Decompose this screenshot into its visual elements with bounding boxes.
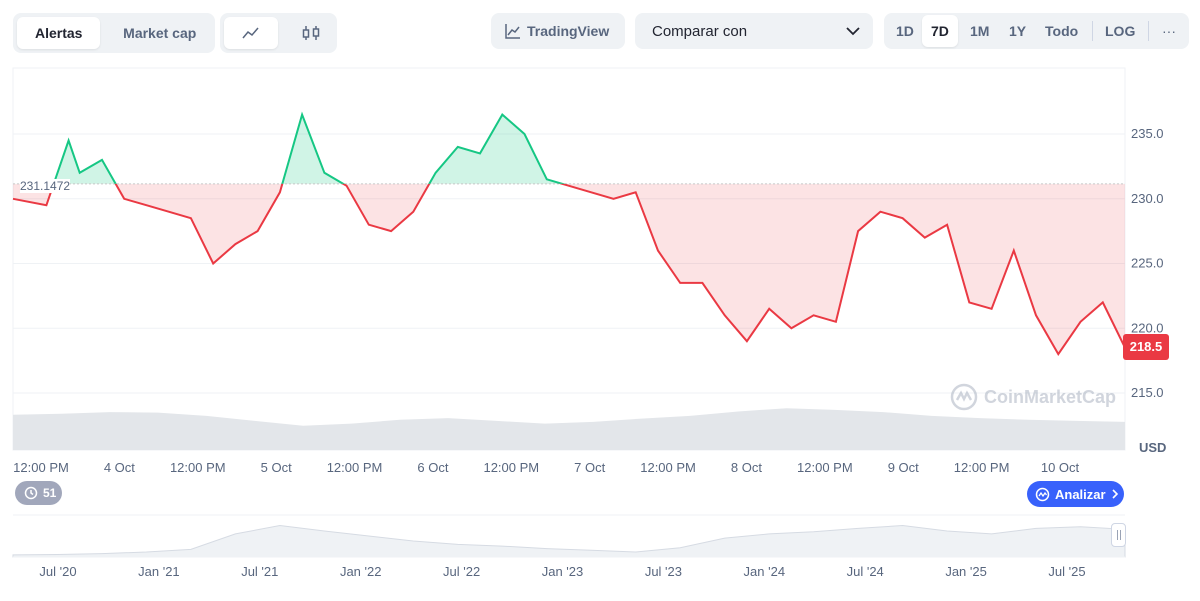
navigator-tick-label: Jan '25	[945, 564, 987, 579]
x-tick-label: 4 Oct	[104, 460, 135, 475]
x-tick-label: 12:00 PM	[483, 460, 539, 475]
grip-icon	[1116, 530, 1118, 540]
price-area-below-reference	[13, 183, 1125, 355]
x-tick-label: 9 Oct	[888, 460, 919, 475]
currency-label: USD	[1139, 440, 1167, 455]
x-tick-label: 5 Oct	[261, 460, 292, 475]
range-all[interactable]: Todo	[1045, 23, 1079, 39]
x-tick-label: 12:00 PM	[327, 460, 383, 475]
navigator-tick-label: Jul '24	[847, 564, 884, 579]
y-tick-label: 235.0	[1131, 126, 1164, 141]
x-tick-label: 8 Oct	[731, 460, 762, 475]
navigator-tick-label: Jul '23	[645, 564, 682, 579]
reference-price-label: 231.1472	[20, 179, 71, 193]
price-line-above-reference	[52, 111, 567, 184]
view-tabs: Alertas Market cap	[13, 13, 215, 53]
navigator-tick-label: Jan '22	[340, 564, 382, 579]
x-tick-label: 12:00 PM	[954, 460, 1010, 475]
analyze-button[interactable]: Analizar	[1027, 481, 1124, 507]
chevron-right-icon	[1112, 489, 1118, 499]
navigator-tick-label: Jan '24	[744, 564, 786, 579]
compare-label: Comparar con	[652, 22, 748, 40]
y-tick-label: 225.0	[1131, 256, 1164, 271]
current-price-badge: 218.5	[1123, 334, 1169, 360]
y-tick-label: 215.0	[1131, 385, 1164, 400]
chart-mode-toggle	[220, 13, 337, 53]
candlestick-icon	[302, 26, 320, 40]
y-tick-label: 220.0	[1131, 320, 1164, 335]
x-tick-label: 12:00 PM	[797, 460, 853, 475]
line-chart-icon	[242, 27, 259, 39]
x-tick-label: 7 Oct	[574, 460, 605, 475]
navigator-handle[interactable]	[1111, 523, 1126, 547]
range-1d[interactable]: 1D	[896, 23, 914, 39]
price-line-below-reference	[12, 183, 1125, 356]
line-mode-button[interactable]	[224, 17, 278, 49]
range-divider	[1092, 21, 1093, 41]
tradingview-label: TradingView	[527, 23, 610, 39]
tab-market-cap[interactable]: Market cap	[123, 25, 197, 41]
x-tick-label: 12:00 PM	[13, 460, 69, 475]
navigator-tick-label: Jul '20	[39, 564, 76, 579]
history-icon	[24, 486, 38, 500]
watermark-text: CoinMarketCap	[984, 386, 1117, 407]
navigator-tick-label: Jul '22	[443, 564, 480, 579]
x-tick-label: 6 Oct	[417, 460, 448, 475]
price-area-above-reference	[53, 114, 563, 184]
navigator-tick-label: Jul '21	[241, 564, 278, 579]
analyze-icon	[1035, 487, 1050, 501]
x-tick-label: 10 Oct	[1041, 460, 1080, 475]
coinmarketcap-logo-icon	[950, 383, 978, 411]
y-tick-label: 230.0	[1131, 191, 1164, 206]
range-selector: 1D 7D 1M 1Y Todo LOG ···	[884, 13, 1189, 49]
navigator-tick-label: Jul '25	[1048, 564, 1085, 579]
history-badge[interactable]: 51	[15, 481, 62, 505]
x-tick-label: 12:00 PM	[170, 460, 226, 475]
candlestick-mode-button[interactable]	[284, 17, 338, 49]
range-divider-2	[1148, 21, 1149, 41]
compare-select[interactable]: Comparar con	[635, 13, 873, 49]
x-tick-label: 12:00 PM	[640, 460, 696, 475]
navigator-tick-label: Jan '21	[138, 564, 180, 579]
chevron-down-icon	[846, 27, 860, 36]
analyze-label: Analizar	[1055, 486, 1106, 502]
log-scale-toggle[interactable]: LOG	[1105, 23, 1136, 39]
history-count: 51	[43, 486, 57, 500]
range-1y[interactable]: 1Y	[1009, 23, 1027, 39]
volume-area	[13, 408, 1125, 450]
more-options-icon[interactable]: ···	[1162, 23, 1176, 39]
grip-icon-2	[1119, 530, 1121, 540]
tradingview-chart-icon	[505, 24, 520, 39]
range-1m[interactable]: 1M	[970, 23, 990, 39]
range-7d[interactable]: 7D	[922, 15, 958, 47]
navigator-tick-label: Jan '23	[542, 564, 584, 579]
tab-alertas[interactable]: Alertas	[17, 17, 101, 49]
watermark: CoinMarketCap	[950, 383, 1116, 411]
navigator-area	[12, 524, 1126, 558]
tradingview-button[interactable]: TradingView	[491, 13, 625, 49]
